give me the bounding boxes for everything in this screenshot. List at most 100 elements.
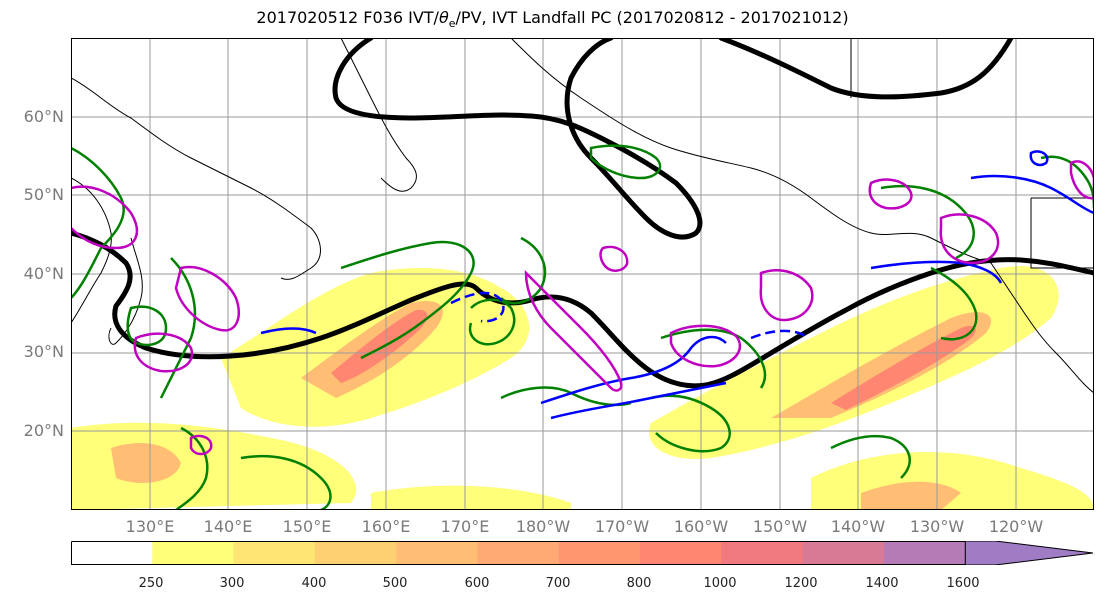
alaska-coastline (510, 38, 992, 264)
lat-label-50n: 50°N (23, 185, 64, 204)
theta-e-contour (71, 146, 125, 299)
colorbar-label-600: 600 (464, 576, 490, 591)
title-main: 2017020512 F036 IVT/ (256, 8, 439, 27)
colorbar-segment (884, 541, 966, 565)
theta-e-contour (830, 434, 911, 479)
map-panel (71, 38, 1094, 510)
landfall-contour (599, 245, 629, 272)
colorbar (71, 541, 1094, 565)
pv-contour (970, 174, 1094, 215)
ivt-plume-east-max (831, 325, 976, 410)
pv-contour (870, 260, 1003, 284)
colorbar-label-250: 250 (138, 576, 164, 591)
height-contour-north (332, 38, 703, 240)
north-america-coastline (990, 262, 1094, 394)
colorbar-label-1600: 1600 (946, 576, 980, 591)
lon-label-130e: 130°E (125, 517, 175, 536)
coastlines (71, 38, 1094, 394)
pv-contour-dashed (450, 291, 505, 323)
lon-label-160e: 160°E (361, 517, 411, 536)
landfall-contour (133, 332, 194, 373)
colorbar-segment (721, 541, 804, 565)
colorbar-segment (152, 541, 235, 565)
colorbar-label-500: 500 (382, 576, 408, 591)
colorbar-segment (71, 541, 153, 565)
landfall-contour (71, 185, 139, 250)
height-contour-northeast (718, 38, 1014, 100)
colorbar-label-1200: 1200 (784, 576, 818, 591)
theta-e-contour (240, 454, 332, 510)
lon-label-140e: 140°E (203, 517, 253, 536)
colorbar-segment (233, 541, 316, 565)
colorbar-segment (558, 541, 641, 565)
ivt-plume-south (371, 485, 571, 510)
title-subscript: e (448, 17, 456, 31)
pv-contour (540, 335, 727, 405)
landfall-contour (669, 324, 742, 368)
lon-label-120w: 120°W (988, 517, 1044, 536)
lat-label-20n: 20°N (23, 421, 64, 440)
ivt-plume-southwest-core (111, 443, 181, 483)
colorbar-frame (71, 541, 966, 565)
landfall-contour (868, 178, 913, 210)
asia-coastline (71, 77, 321, 280)
theta-e-contour (126, 305, 168, 347)
landfall-contour (174, 265, 240, 332)
colorbar-label-300: 300 (219, 576, 245, 591)
theta-e-contour (340, 240, 475, 360)
pv-contour-dashed (750, 329, 807, 340)
colorbar-label-1000: 1000 (703, 576, 737, 591)
colorbar-label-1400: 1400 (865, 576, 899, 591)
figure-title: 2017020512 F036 IVT/θe/PV, IVT Landfall … (0, 8, 1105, 30)
lon-label-130w: 130°W (909, 517, 965, 536)
theta-e-contour (175, 426, 209, 510)
colorbar-segment (477, 541, 560, 565)
colorbar-segment (802, 541, 885, 565)
landfall-contour (759, 269, 814, 322)
colorbar-segment (314, 541, 397, 565)
pv-contours (260, 150, 1094, 420)
landfall-contours (71, 160, 1094, 456)
lon-label-140w: 140°W (830, 517, 886, 536)
colorbar-extend-arrow (964, 541, 1094, 565)
height-contour-west (71, 230, 1094, 389)
colorbar-label-400: 400 (301, 576, 327, 591)
height-contour (71, 38, 1094, 389)
theta-e-contour (660, 328, 767, 389)
pv-contour (1029, 150, 1049, 167)
theta-e-contour (930, 266, 978, 341)
ivt-plume-east (649, 266, 1059, 459)
lon-label-160w: 160°W (673, 517, 729, 536)
landfall-contour (189, 434, 213, 456)
lat-label-40n: 40°N (23, 264, 64, 283)
theta-e-contour (468, 298, 516, 346)
lat-label-30n: 30°N (23, 342, 64, 361)
theta-e-contour (589, 144, 662, 180)
pv-contour (550, 381, 727, 420)
colorbar-segment (640, 541, 722, 565)
japan-coastline (108, 237, 143, 345)
landfall-contour (939, 213, 1000, 265)
lon-label-180w: 180°W (515, 517, 571, 536)
lon-label-150w: 150°W (752, 517, 808, 536)
lon-label-170w: 170°W (594, 517, 650, 536)
title-rest: /PV, IVT Landfall PC (2017020812 - 20170… (455, 8, 849, 27)
colorbar-label-800: 800 (626, 576, 652, 591)
lon-label-170e: 170°E (440, 517, 490, 536)
ivt-plume-west-max (331, 309, 428, 383)
pv-contour (260, 327, 317, 335)
lat-label-60n: 60°N (23, 107, 64, 126)
map-frame (71, 38, 1094, 510)
title-theta: θ (438, 8, 449, 27)
ivt-plume-east-core (771, 312, 992, 418)
colorbar-segment (396, 541, 479, 565)
theta-e-contour (159, 257, 197, 399)
ivt-plume-southeast-core (861, 481, 961, 510)
theta-e-contour (650, 394, 731, 453)
lon-label-150e: 150°E (282, 517, 332, 536)
ivt-shading (71, 266, 1094, 510)
landfall-contour (1069, 160, 1094, 200)
kamchatka-coastline (340, 38, 417, 192)
landfall-contour (524, 269, 623, 392)
colorbar-label-700: 700 (545, 576, 571, 591)
